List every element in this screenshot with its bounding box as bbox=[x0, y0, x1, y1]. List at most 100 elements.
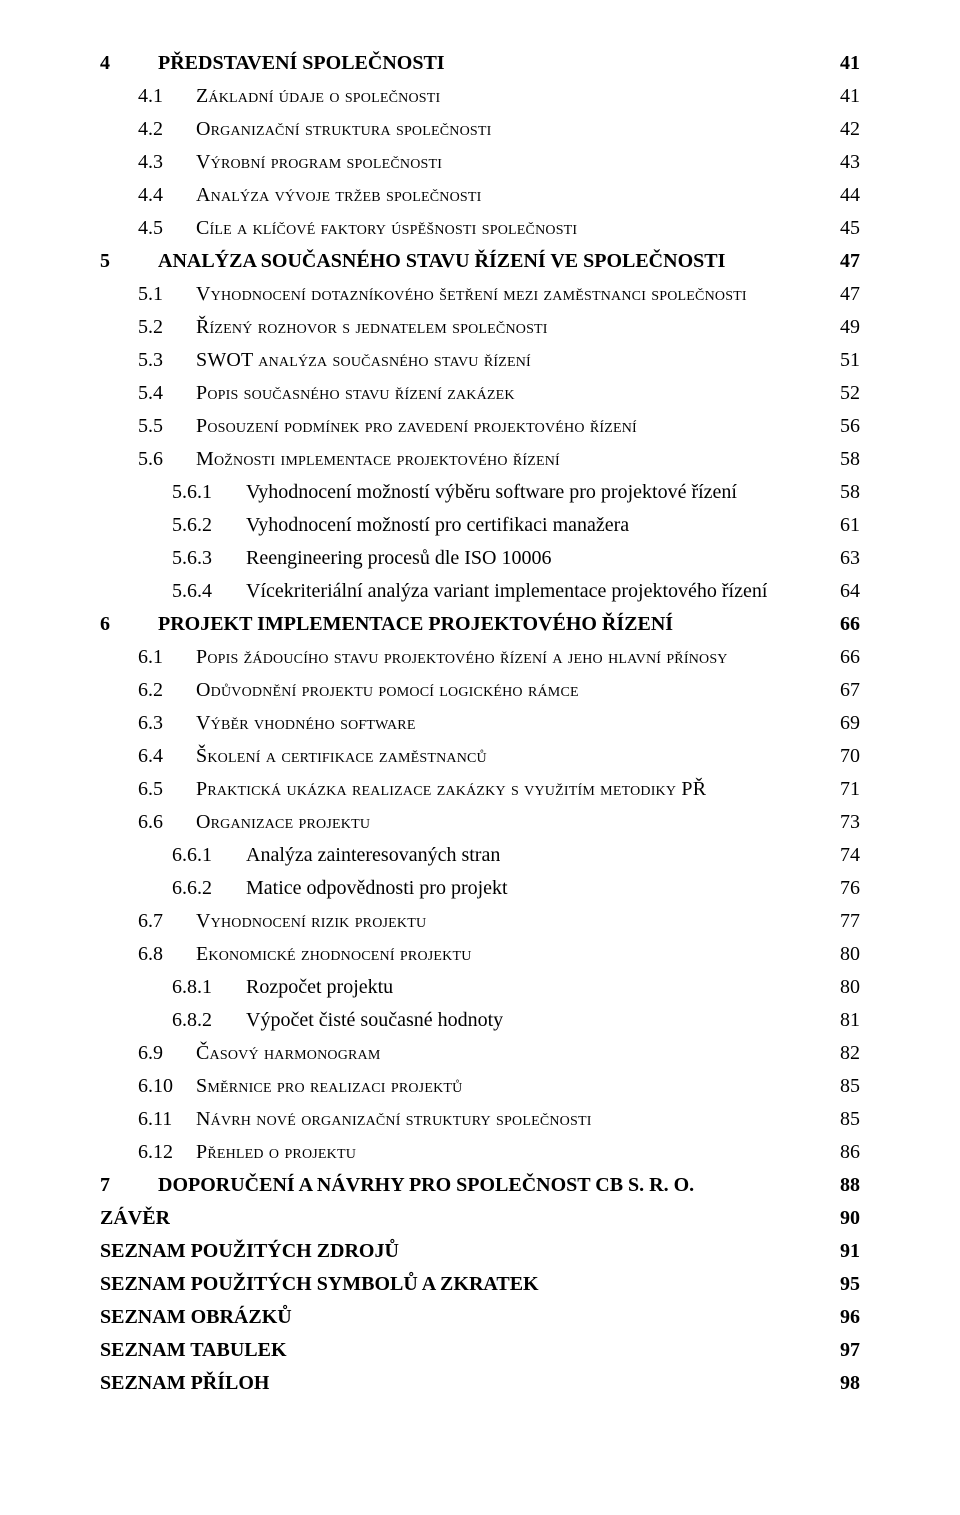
toc-entry-page: 41 bbox=[826, 48, 860, 79]
toc-entry-page: 71 bbox=[826, 774, 860, 805]
toc-entry-page: 56 bbox=[826, 411, 860, 442]
toc-entry-page: 95 bbox=[826, 1269, 860, 1300]
toc-entry-page: 58 bbox=[826, 444, 860, 475]
toc-entry-page: 69 bbox=[826, 708, 860, 739]
toc-entry-number: 5.2 bbox=[100, 312, 196, 343]
toc-entry: 6.6Organizace projektu73 bbox=[100, 807, 860, 838]
toc-entry-title: Ekonomické zhodnocení projektu bbox=[196, 939, 472, 970]
toc-entry-title: Školení a certifikace zaměstnanců bbox=[196, 741, 487, 772]
toc-entry-title: ANALÝZA SOUČASNÉHO STAVU ŘÍZENÍ VE SPOLE… bbox=[158, 246, 725, 277]
toc-entry-page: 97 bbox=[826, 1335, 860, 1366]
toc-entry-title: Vyhodnocení dotazníkového šetření mezi z… bbox=[196, 279, 747, 310]
toc-entry: 6.8Ekonomické zhodnocení projektu80 bbox=[100, 939, 860, 970]
toc-entry-title: DOPORUČENÍ A NÁVRHY PRO SPOLEČNOST CB S.… bbox=[158, 1170, 694, 1201]
toc-entry-number: 5.6.3 bbox=[100, 543, 246, 574]
toc-entry-title: Vyhodnocení možností pro certifikaci man… bbox=[246, 510, 629, 541]
toc-entry: 5.4Popis současného stavu řízení zakázek… bbox=[100, 378, 860, 409]
toc-entry-title: Analýza vývoje tržeb společnosti bbox=[196, 180, 482, 211]
toc-entry: 5.6.4Vícekriteriální analýza variant imp… bbox=[100, 576, 860, 607]
toc-entry-page: 67 bbox=[826, 675, 860, 706]
toc-entry-title: Vícekriteriální analýza variant implemen… bbox=[246, 576, 767, 607]
toc-entry-number: 6.7 bbox=[100, 906, 196, 937]
toc-entry-page: 73 bbox=[826, 807, 860, 838]
toc-entry-number: 6.9 bbox=[100, 1038, 196, 1069]
toc-entry-title: Přehled o projektu bbox=[196, 1137, 356, 1168]
toc-entry-page: 98 bbox=[826, 1368, 860, 1399]
toc-entry-page: 63 bbox=[826, 543, 860, 574]
toc-entry-title: Návrh nové organizační struktury společn… bbox=[196, 1104, 592, 1135]
toc-entry: 6.6.1Analýza zainteresovaných stran74 bbox=[100, 840, 860, 871]
toc-entry: 6.2Odůvodnění projektu pomocí logického … bbox=[100, 675, 860, 706]
toc-entry-page: 90 bbox=[826, 1203, 860, 1234]
toc-entry-page: 42 bbox=[826, 114, 860, 145]
toc-entry-number: 6 bbox=[100, 609, 158, 640]
toc-entry-title: Rozpočet projektu bbox=[246, 972, 393, 1003]
toc-entry-title: Praktická ukázka realizace zakázky s vyu… bbox=[196, 774, 706, 805]
toc-entry-number: 5.3 bbox=[100, 345, 196, 376]
toc-entry-number: 6.6.1 bbox=[100, 840, 246, 871]
toc-entry-title: SEZNAM OBRÁZKŮ bbox=[100, 1302, 292, 1333]
toc-entry-number: 6.2 bbox=[100, 675, 196, 706]
toc-entry: 5.2Řízený rozhovor s jednatelem společno… bbox=[100, 312, 860, 343]
toc-entry-number: 5.1 bbox=[100, 279, 196, 310]
toc-entry-number: 4.1 bbox=[100, 81, 196, 112]
toc-entry: 4.1Základní údaje o společnosti41 bbox=[100, 81, 860, 112]
toc-entry-number: 6.8.1 bbox=[100, 972, 246, 1003]
toc-entry: 6.8.2Výpočet čisté současné hodnoty81 bbox=[100, 1005, 860, 1036]
toc-entry-page: 96 bbox=[826, 1302, 860, 1333]
toc-entry-page: 41 bbox=[826, 81, 860, 112]
toc-entry: SEZNAM POUŽITÝCH SYMBOLŮ A ZKRATEK95 bbox=[100, 1269, 860, 1300]
toc-entry-page: 43 bbox=[826, 147, 860, 178]
toc-entry: 4.3Výrobní program společnosti 43 bbox=[100, 147, 860, 178]
toc-entry-page: 52 bbox=[826, 378, 860, 409]
toc-entry: 5.6.3Reengineering procesů dle ISO 10006… bbox=[100, 543, 860, 574]
toc-entry-number: 6.6.2 bbox=[100, 873, 246, 904]
toc-entry-title: Organizační struktura společnosti bbox=[196, 114, 492, 145]
toc-entry: SEZNAM POUŽITÝCH ZDROJŮ91 bbox=[100, 1236, 860, 1267]
toc-entry-title: SEZNAM PŘÍLOH bbox=[100, 1368, 269, 1399]
toc-entry-title: Vyhodnocení možností výběru software pro… bbox=[246, 477, 737, 508]
toc-entry-page: 80 bbox=[826, 972, 860, 1003]
toc-entry: 6.11Návrh nové organizační struktury spo… bbox=[100, 1104, 860, 1135]
toc-entry-number: 7 bbox=[100, 1170, 158, 1201]
toc-entry-page: 61 bbox=[826, 510, 860, 541]
toc-entry-number: 5.4 bbox=[100, 378, 196, 409]
toc-entry: 6.9Časový harmonogram82 bbox=[100, 1038, 860, 1069]
toc-entry-number: 4.2 bbox=[100, 114, 196, 145]
toc-entry-title: Výrobní program společnosti bbox=[196, 147, 442, 178]
toc-entry-page: 51 bbox=[826, 345, 860, 376]
toc-entry-page: 49 bbox=[826, 312, 860, 343]
toc-entry-title: Odůvodnění projektu pomocí logického rám… bbox=[196, 675, 579, 706]
toc-entry-page: 66 bbox=[826, 642, 860, 673]
toc-entry-title: Posouzení podmínek pro zavedení projekto… bbox=[196, 411, 637, 442]
toc-entry-number: 5.6.4 bbox=[100, 576, 246, 607]
toc-entry: 6.6.2Matice odpovědnosti pro projekt76 bbox=[100, 873, 860, 904]
toc-entry: 4PŘEDSTAVENÍ SPOLEČNOSTI41 bbox=[100, 48, 860, 79]
toc-entry: 6.3Výběr vhodného software69 bbox=[100, 708, 860, 739]
toc-entry-number: 6.8 bbox=[100, 939, 196, 970]
toc-entry-title: SWOT analýza současného stavu řízení bbox=[196, 345, 531, 376]
toc-entry-number: 6.1 bbox=[100, 642, 196, 673]
toc-entry-title: Výpočet čisté současné hodnoty bbox=[246, 1005, 503, 1036]
toc-entry-page: 47 bbox=[826, 246, 860, 277]
toc-entry-title: Směrnice pro realizaci projektů bbox=[196, 1071, 462, 1102]
toc-entry-page: 47 bbox=[826, 279, 860, 310]
toc-entry-page: 81 bbox=[826, 1005, 860, 1036]
toc-entry-title: PROJEKT IMPLEMENTACE PROJEKTOVÉHO ŘÍZENÍ bbox=[158, 609, 673, 640]
table-of-contents: 4PŘEDSTAVENÍ SPOLEČNOSTI414.1Základní úd… bbox=[0, 0, 960, 1515]
toc-entry-number: 4.3 bbox=[100, 147, 196, 178]
toc-entry: 5.6Možnosti implementace projektového ří… bbox=[100, 444, 860, 475]
toc-entry: 5.3SWOT analýza současného stavu řízení 5… bbox=[100, 345, 860, 376]
toc-entry: 5.6.2Vyhodnocení možností pro certifikac… bbox=[100, 510, 860, 541]
toc-entry: 5.6.1Vyhodnocení možností výběru softwar… bbox=[100, 477, 860, 508]
toc-entry: 7DOPORUČENÍ A NÁVRHY PRO SPOLEČNOST CB S… bbox=[100, 1170, 860, 1201]
toc-entry: 6.1Popis žádoucího stavu projektového ří… bbox=[100, 642, 860, 673]
toc-entry-number: 4 bbox=[100, 48, 158, 79]
toc-entry: ZÁVĚR90 bbox=[100, 1203, 860, 1234]
toc-entry-page: 74 bbox=[826, 840, 860, 871]
toc-entry: 4.5Cíle a klíčové faktory úspěšnosti spo… bbox=[100, 213, 860, 244]
toc-entry: 6.7Vyhodnocení rizik projektu77 bbox=[100, 906, 860, 937]
toc-entry: 6.8.1Rozpočet projektu 80 bbox=[100, 972, 860, 1003]
toc-entry: SEZNAM PŘÍLOH 98 bbox=[100, 1368, 860, 1399]
toc-entry-title: Výběr vhodného software bbox=[196, 708, 416, 739]
